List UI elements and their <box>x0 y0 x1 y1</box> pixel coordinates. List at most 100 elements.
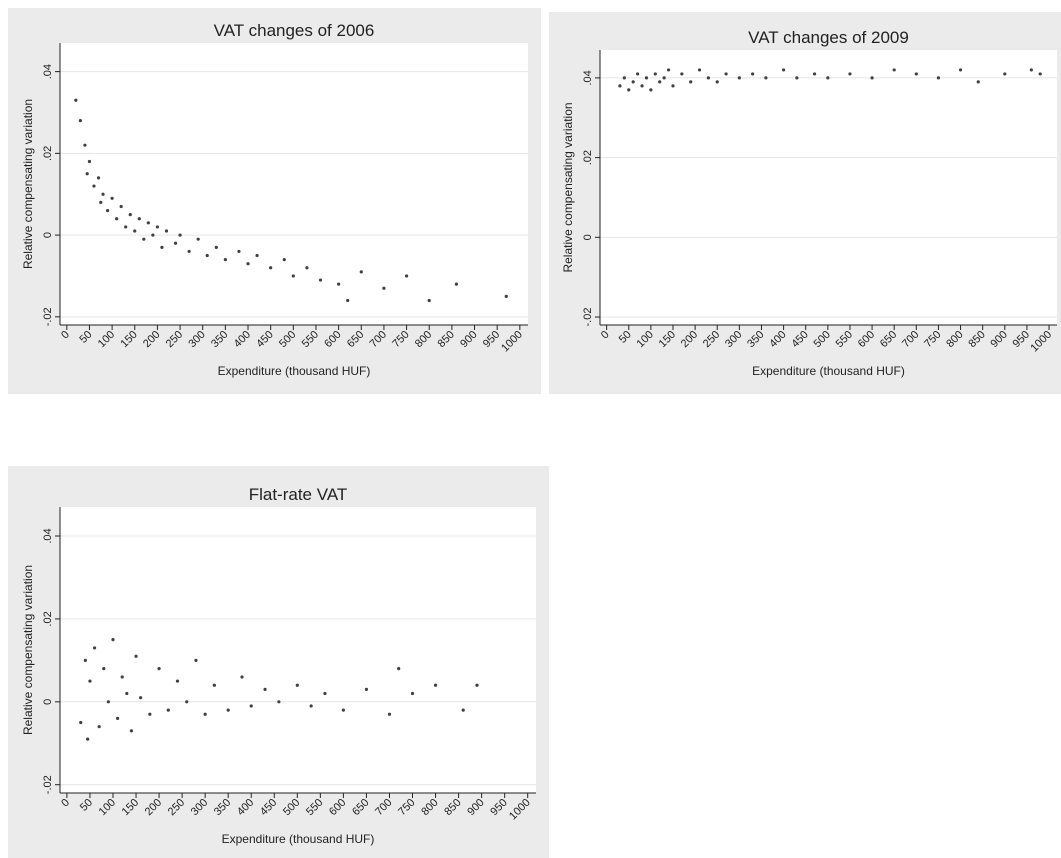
point <box>404 274 409 278</box>
point <box>196 237 200 241</box>
y-axis-label: Relative compensating variation <box>21 565 35 735</box>
point <box>737 76 741 80</box>
point <box>115 217 119 221</box>
point <box>194 658 198 662</box>
point <box>146 221 150 225</box>
point <box>341 708 345 712</box>
point <box>148 712 152 716</box>
chart-title: Flat-rate VAT <box>249 485 348 504</box>
point <box>187 249 191 254</box>
point <box>101 192 105 196</box>
point <box>309 704 313 708</box>
point <box>666 68 671 72</box>
point <box>397 667 401 671</box>
point <box>142 237 146 241</box>
point <box>115 716 120 720</box>
point <box>914 72 918 76</box>
point <box>79 720 83 725</box>
point <box>346 298 350 303</box>
point <box>662 76 666 80</box>
point <box>102 667 106 671</box>
point <box>269 266 273 270</box>
point <box>85 172 89 176</box>
point <box>658 80 662 84</box>
point <box>203 712 207 716</box>
point <box>689 80 693 84</box>
point <box>387 712 392 716</box>
point <box>649 88 653 92</box>
point <box>83 143 87 147</box>
point <box>976 80 980 84</box>
point <box>622 76 626 80</box>
point <box>892 68 896 72</box>
point <box>644 76 649 80</box>
chart-panel: VAT changes of 2009-.020.02.040 50 100 150 2… <box>549 12 1061 394</box>
point <box>92 184 96 188</box>
point <box>410 691 415 696</box>
point <box>88 679 92 683</box>
point <box>106 700 110 704</box>
y-axis-label: Relative compensating variation <box>21 99 35 269</box>
point <box>160 245 164 249</box>
y-tick-label: -.02 <box>582 308 594 327</box>
point <box>618 84 622 88</box>
point <box>178 233 182 237</box>
point <box>124 225 128 229</box>
chart-title: VAT changes of 2006 <box>214 21 375 40</box>
point <box>255 253 259 258</box>
point <box>151 233 155 237</box>
point <box>724 72 728 76</box>
point <box>111 638 115 642</box>
point <box>78 119 82 123</box>
point <box>870 76 874 80</box>
point <box>74 98 78 102</box>
point <box>120 675 124 679</box>
point <box>246 262 250 266</box>
point <box>212 683 216 687</box>
point <box>99 200 103 204</box>
point <box>1003 72 1007 76</box>
point <box>475 683 479 687</box>
plot-area <box>60 507 536 793</box>
point <box>364 687 369 691</box>
y-tick-label: .02 <box>42 611 54 626</box>
y-tick-label: .04 <box>42 64 54 79</box>
point <box>128 213 132 217</box>
point <box>454 282 459 286</box>
point <box>936 76 941 80</box>
point <box>631 80 635 84</box>
point <box>155 225 160 229</box>
point <box>636 72 640 76</box>
point <box>205 253 209 258</box>
point <box>958 68 963 72</box>
point <box>139 696 143 700</box>
point <box>427 298 431 303</box>
chart-panel: VAT changes of 2006-.020.02.040 50 100 150 2… <box>8 8 541 394</box>
y-axis-label: Relative compensating variation <box>561 102 575 272</box>
point <box>173 241 178 245</box>
point <box>137 217 141 221</box>
point <box>323 691 327 696</box>
point <box>653 72 657 76</box>
point <box>295 683 299 687</box>
point <box>240 675 244 679</box>
point <box>134 654 138 658</box>
point <box>680 72 684 76</box>
point <box>433 683 438 687</box>
point <box>157 667 161 671</box>
y-tick-label: .02 <box>582 150 594 165</box>
y-tick-label: .02 <box>42 146 54 161</box>
point <box>627 88 631 92</box>
point <box>277 700 281 704</box>
point <box>826 76 830 80</box>
point <box>504 294 508 298</box>
point <box>1038 72 1042 76</box>
point <box>249 704 253 708</box>
point <box>715 80 719 84</box>
point <box>110 196 114 200</box>
plot-area <box>60 43 528 325</box>
point <box>640 84 644 88</box>
y-tick-label: 0 <box>42 232 54 238</box>
point <box>83 658 87 662</box>
